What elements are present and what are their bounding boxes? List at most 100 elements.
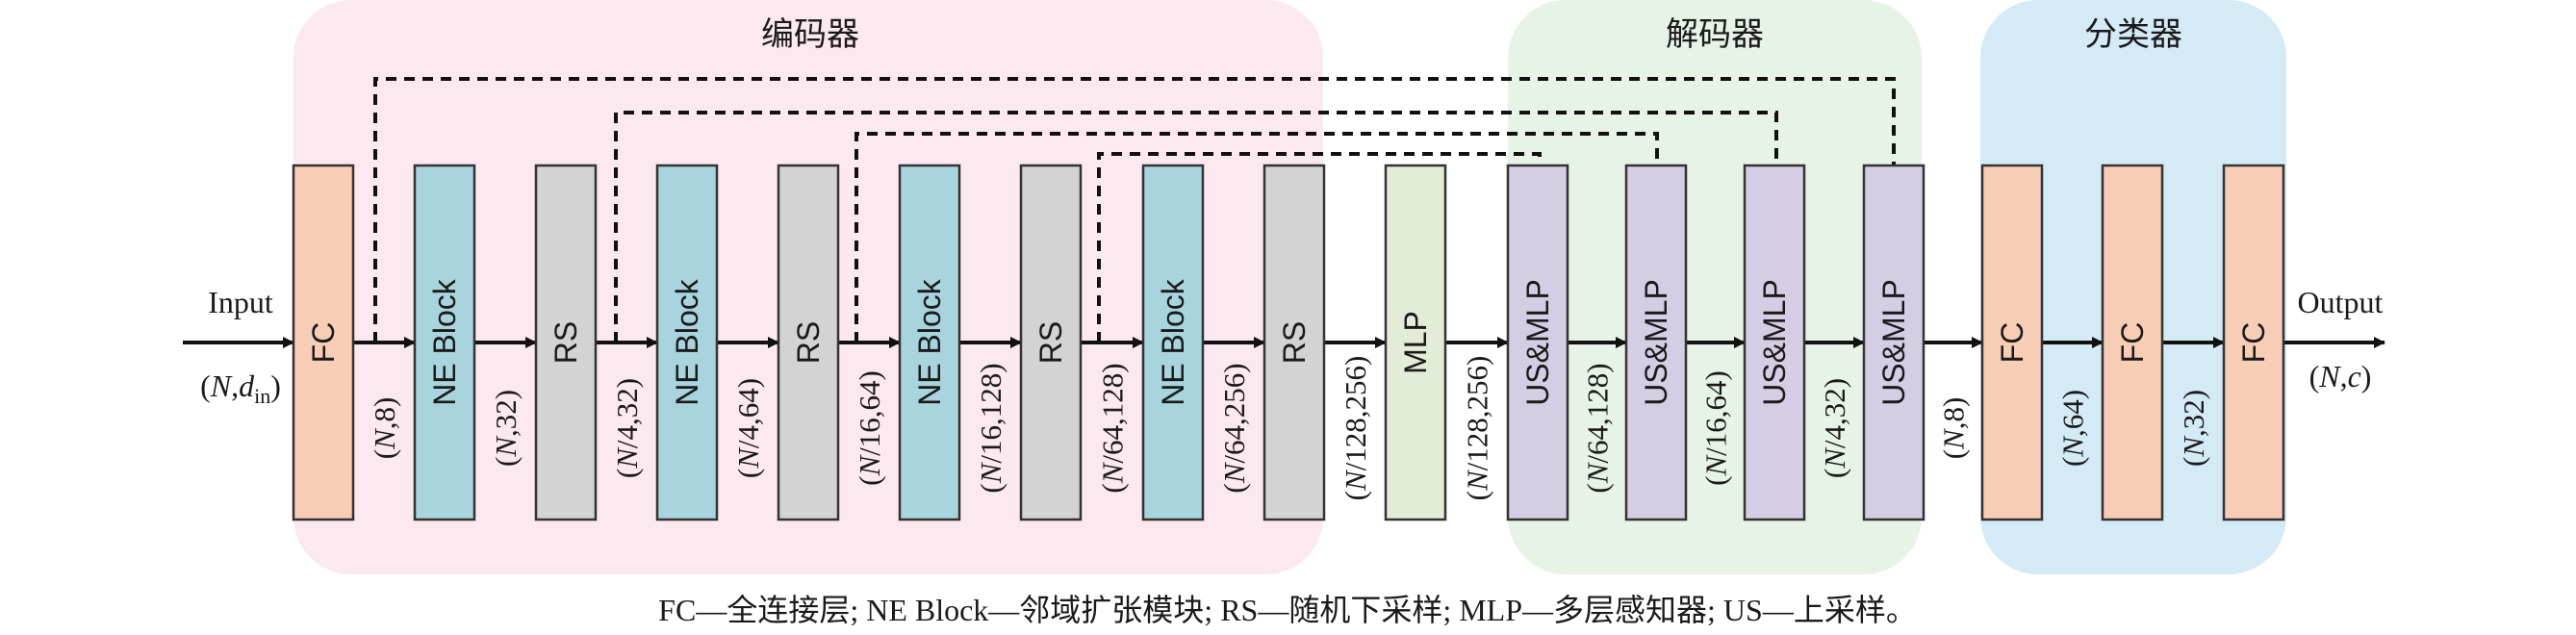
decoder-region xyxy=(1508,0,1922,574)
decoder-title: 解码器 xyxy=(1666,15,1764,54)
output-dim-comma: , xyxy=(2340,359,2348,394)
block-rs-5: RS xyxy=(777,164,840,521)
skip-connection-1 xyxy=(373,77,1896,343)
dim-open: ( xyxy=(610,469,644,478)
dim-n: N xyxy=(731,446,765,470)
block-label: NE Block xyxy=(912,278,947,406)
block-box xyxy=(1743,164,1806,521)
dimension-labels: (N,8)(N,32)(N/4,32)(N/4,64)(N/16,64)(N/1… xyxy=(368,356,2210,501)
block-box xyxy=(1262,164,1326,521)
skip-connection-3 xyxy=(854,132,1659,343)
dim-open: ( xyxy=(1339,491,1372,500)
block-ne-block-8: NE Block xyxy=(1141,164,1205,521)
block-label: RS xyxy=(1277,321,1312,364)
dim-rest: /4,32) xyxy=(1818,378,1851,448)
dim-open: ( xyxy=(368,449,401,459)
dim-open: ( xyxy=(974,483,1007,493)
input-dim: (N,din) xyxy=(200,368,281,408)
output-dim-n: N xyxy=(2318,359,2341,394)
block-rs-7: RS xyxy=(1019,164,1083,521)
dim-label-10: (N/128,256) xyxy=(1460,356,1493,501)
block-box xyxy=(655,164,719,521)
dim-n: N xyxy=(2177,435,2210,458)
input-label: Input xyxy=(208,285,273,319)
block-rs-3: RS xyxy=(534,164,598,521)
block-box xyxy=(777,164,840,521)
block-box xyxy=(1862,164,1926,521)
block-fc-15: FC xyxy=(1980,164,2044,521)
dim-rest: /64,256) xyxy=(1217,363,1251,463)
dim-open: ( xyxy=(853,476,886,486)
dim-label-16: (N,32) xyxy=(2177,390,2210,467)
dim-rest: /64,128) xyxy=(1095,363,1129,463)
block-us-mlp-14: US&MLP xyxy=(1862,164,1926,521)
dim-open: ( xyxy=(1095,483,1129,493)
block-ne-block-6: NE Block xyxy=(898,164,961,521)
dim-rest: /128,256) xyxy=(1460,356,1493,471)
dim-rest: /4,64) xyxy=(731,378,765,448)
dim-n: N xyxy=(1217,461,1251,484)
input-dim-close: ) xyxy=(270,368,281,403)
dim-n: N xyxy=(1818,446,1851,470)
dim-rest: /16,128) xyxy=(974,363,1007,463)
block-label: US&MLP xyxy=(1520,279,1555,406)
block-box xyxy=(1624,164,1688,521)
block-label: US&MLP xyxy=(1876,279,1911,406)
block-fc-1: FC xyxy=(292,164,355,521)
dim-label-11: (N/64,128) xyxy=(1580,363,1614,493)
output-dim-c: c xyxy=(2348,359,2361,394)
block-ne-block-4: NE Block xyxy=(655,164,719,521)
dim-n: N xyxy=(2055,435,2089,458)
block-label: NE Block xyxy=(1156,278,1190,406)
block-box xyxy=(2222,164,2285,521)
block-label: FC xyxy=(306,322,341,364)
output-dim-open: ( xyxy=(2309,359,2320,394)
dim-open: ( xyxy=(1698,476,1732,486)
dim-label-5: (N/16,64) xyxy=(853,370,886,486)
block-label: FC xyxy=(2115,322,2150,364)
dim-open: ( xyxy=(1460,491,1493,500)
block-label: US&MLP xyxy=(1639,279,1673,406)
block-ne-block-2: NE Block xyxy=(413,164,476,521)
dim-rest: /64,128) xyxy=(1580,363,1614,463)
dim-label-12: (N/16,64) xyxy=(1698,370,1732,486)
dim-n: N xyxy=(1339,469,1372,492)
dim-n: N xyxy=(974,461,1007,484)
block-box xyxy=(1384,164,1447,521)
dim-n: N xyxy=(853,454,886,477)
dim-label-14: (N,8) xyxy=(1936,397,1970,460)
skip-connections xyxy=(373,77,1896,343)
skip-connection-4 xyxy=(1097,152,1542,343)
block-box xyxy=(292,164,355,521)
dim-rest: /4,32) xyxy=(610,378,644,448)
block-fc-17: FC xyxy=(2222,164,2285,521)
block-mlp-10: MLP xyxy=(1384,164,1447,521)
output-dim: (N,c) xyxy=(2309,359,2372,394)
block-box xyxy=(413,164,476,521)
dim-n: N xyxy=(1936,427,1970,450)
block-box xyxy=(1019,164,1083,521)
dim-n: N xyxy=(1698,454,1732,477)
dim-label-8: (N/64,256) xyxy=(1217,363,1251,493)
dim-open: ( xyxy=(1818,469,1851,478)
input-dim-open: ( xyxy=(200,368,211,403)
dim-n: N xyxy=(1095,461,1129,484)
dim-label-4: (N/4,64) xyxy=(731,378,765,478)
block-us-mlp-13: US&MLP xyxy=(1743,164,1806,521)
dim-n: N xyxy=(610,446,644,470)
dim-label-13: (N/4,32) xyxy=(1818,378,1851,478)
encoder-title: 编码器 xyxy=(761,15,859,54)
block-label: NE Block xyxy=(427,278,462,406)
dim-label-7: (N/64,128) xyxy=(1095,363,1129,493)
block-label: FC xyxy=(2236,322,2271,364)
dim-rest: /128,256) xyxy=(1339,356,1372,471)
block-box xyxy=(534,164,598,521)
block-label: US&MLP xyxy=(1757,279,1792,406)
dim-rest: ,8) xyxy=(368,397,401,430)
classifier-title: 分类器 xyxy=(2084,15,2182,54)
dim-n: N xyxy=(1580,461,1614,484)
block-label: NE Block xyxy=(670,278,704,406)
dim-rest: /16,64) xyxy=(1698,370,1732,456)
skip-connection-2 xyxy=(614,111,1778,343)
dim-rest: /16,64) xyxy=(853,370,886,456)
